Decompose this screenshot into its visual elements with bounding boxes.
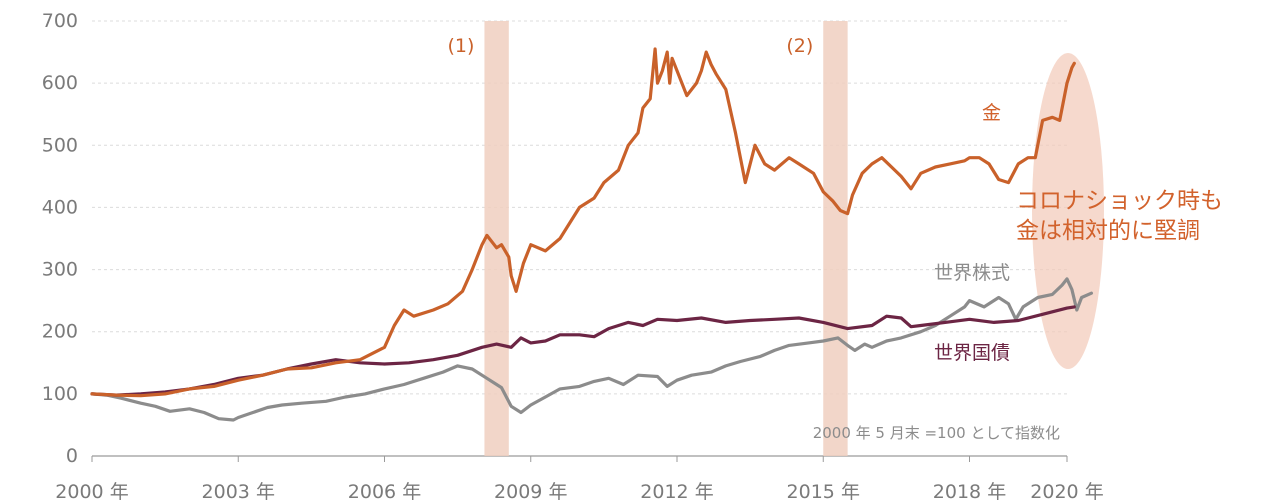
- y-tick-label: 400: [42, 196, 78, 218]
- x-tick-label: 2009 年: [494, 481, 567, 502]
- y-tick-label: 200: [42, 321, 78, 343]
- y-tick-label: 0: [66, 445, 78, 467]
- x-axis-tick-labels: 2000 年 2003 年 2006 年 2009 年 2012 年 2015 年 2018…: [55, 456, 1104, 502]
- index-base-note: 2000 年 5 月末 =100 として指数化: [813, 424, 1060, 442]
- y-axis-tick-labels: 0 100 200 300 400 500 600 700: [42, 10, 78, 467]
- x-tick-label: 2018 年: [933, 481, 1006, 502]
- series-label-1: 世界国債: [934, 342, 1010, 364]
- series-label-2: 世界株式: [934, 262, 1010, 284]
- y-tick-label: 700: [42, 10, 78, 32]
- x-tick-label: 2003 年: [202, 481, 275, 502]
- x-tick-label: 2000 年: [55, 481, 128, 502]
- series-label-0: 金: [982, 102, 1001, 124]
- y-tick-label: 600: [42, 72, 78, 94]
- shaded-period-2: [823, 21, 848, 456]
- series-line-0: [90, 47, 1076, 398]
- series-lines: [90, 47, 1093, 422]
- x-tick-label: 2015 年: [787, 481, 860, 502]
- shaded-period-label-2: (2): [786, 35, 813, 57]
- series-line-1: [90, 305, 1076, 397]
- x-tick-label: 2020 年: [1030, 481, 1103, 502]
- covid-highlight-text-line: コロナショック時も: [1016, 188, 1223, 214]
- y-tick-label: 300: [42, 259, 78, 281]
- shaded-period-label-1: (1): [448, 35, 475, 57]
- x-tick-label: 2006 年: [348, 481, 421, 502]
- covid-highlight-ellipse: [1032, 53, 1104, 369]
- y-tick-label: 100: [42, 383, 78, 405]
- series-line-2: [90, 277, 1093, 422]
- y-tick-label: 500: [42, 134, 78, 156]
- covid-highlight-text-line: 金は相対的に堅調: [1016, 218, 1200, 244]
- x-tick-label: 2012 年: [640, 481, 713, 502]
- shaded-periods: [484, 21, 848, 456]
- grid: [92, 20, 1067, 457]
